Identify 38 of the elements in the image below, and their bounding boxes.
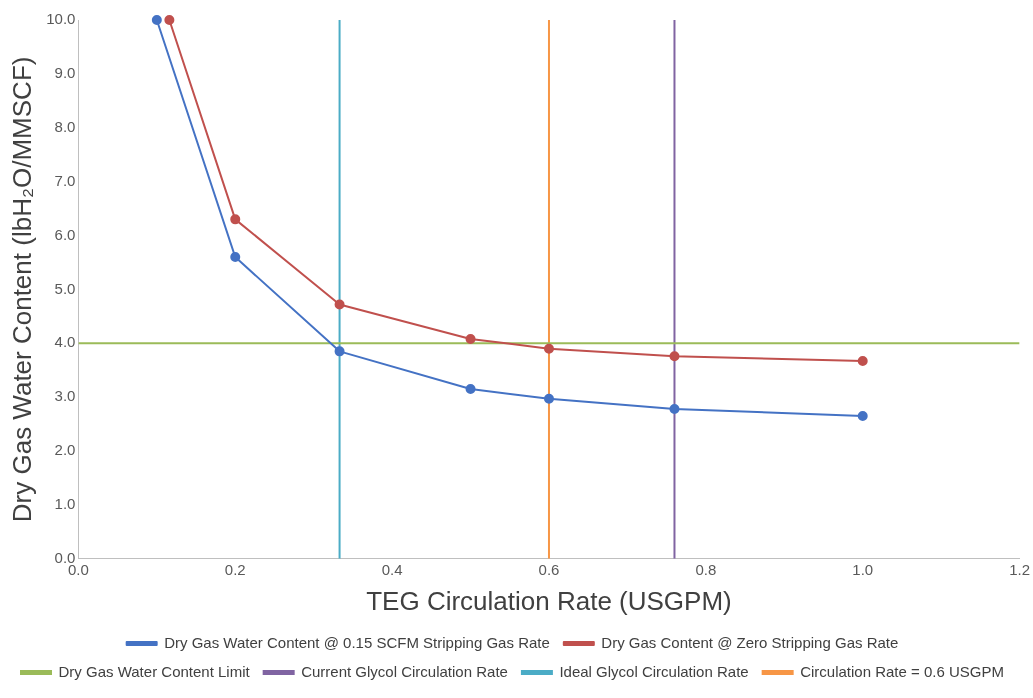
y-axis-title: Dry Gas Water Content (lbH₂O/MMSCF) bbox=[6, 56, 37, 523]
point bbox=[669, 404, 680, 415]
y-tick-label: 5.0 bbox=[54, 279, 76, 297]
point bbox=[857, 411, 868, 422]
point bbox=[543, 393, 554, 404]
legend-label: Current Glycol Circulation Rate bbox=[301, 662, 508, 680]
y-tick-label: 8.0 bbox=[54, 117, 76, 135]
y-tick-label: 9.0 bbox=[54, 64, 76, 82]
point bbox=[230, 214, 241, 225]
legend-label: Circulation Rate = 0.6 USGPM bbox=[800, 662, 1004, 680]
x-tick-label: 1.0 bbox=[852, 560, 874, 578]
point bbox=[465, 384, 476, 395]
y-tick-label: 1.0 bbox=[54, 495, 76, 513]
point bbox=[669, 351, 680, 362]
point bbox=[151, 15, 162, 25]
point bbox=[230, 252, 241, 263]
x-tick-label: 1.2 bbox=[1009, 560, 1030, 578]
x-axis-title: TEG Circulation Rate (USGPM) bbox=[366, 585, 732, 616]
x-tick-label: 0.8 bbox=[695, 560, 717, 578]
point bbox=[164, 15, 175, 25]
legend-label: Ideal Glycol Circulation Rate bbox=[559, 662, 749, 680]
x-tick-label: 0.4 bbox=[381, 560, 403, 578]
legend-label: Dry Gas Water Content Limit bbox=[58, 662, 251, 680]
y-tick-label: 7.0 bbox=[54, 171, 76, 189]
y-tick-label: 6.0 bbox=[54, 225, 76, 243]
x-tick-label: 0.6 bbox=[538, 560, 560, 578]
point bbox=[465, 333, 476, 344]
y-tick-label: 4.0 bbox=[54, 333, 76, 351]
y-tick-label: 10.0 bbox=[46, 10, 76, 28]
y-tick-label: 2.0 bbox=[54, 441, 76, 459]
point bbox=[334, 346, 345, 357]
y-tick-label: 3.0 bbox=[54, 387, 76, 405]
point bbox=[334, 299, 345, 310]
point bbox=[543, 343, 554, 354]
legend-label: Dry Gas Content @ Zero Stripping Gas Rate bbox=[601, 633, 899, 651]
legend-label: Dry Gas Water Content @ 0.15 SCFM Stripping Gas Rate bbox=[164, 633, 550, 651]
x-tick-label: 0.2 bbox=[224, 560, 246, 578]
point bbox=[857, 356, 868, 367]
